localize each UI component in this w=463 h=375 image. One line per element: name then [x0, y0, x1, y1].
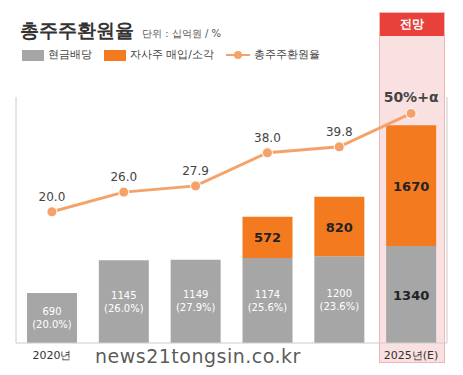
html-text:news21tongsin.co.kr: news21tongsin.co.kr — [95, 345, 301, 367]
html-text:전망: 전망 — [400, 17, 425, 31]
svg-text:50%+α: 50%+α — [384, 89, 439, 105]
svg-text:2025년(E): 2025년(E) — [384, 349, 439, 362]
svg-text:1145(26.0%): 1145(26.0%) — [104, 290, 144, 314]
svg-text:1149(27.9%): 1149(27.9%) — [176, 289, 216, 313]
svg-text:27.9: 27.9 — [182, 164, 209, 178]
svg-text:20.0: 20.0 — [39, 190, 66, 204]
svg-text:2020년: 2020년 — [32, 349, 71, 362]
html-text:현금배당: 현금배당 — [48, 48, 92, 60]
svg-text:1200(23.6%): 1200(23.6%) — [320, 288, 360, 312]
svg-text:1174(25.6%): 1174(25.6%) — [248, 289, 288, 313]
html-text:총주주환원율: 총주주환원율 — [20, 19, 134, 41]
svg-text:39.8: 39.8 — [326, 125, 353, 139]
svg-text:38.0: 38.0 — [254, 131, 281, 145]
svg-text:572: 572 — [254, 230, 281, 245]
svg-text:820: 820 — [326, 220, 353, 235]
html-text:총주주환원율: 총주주환원율 — [253, 48, 320, 60]
svg-text:1340: 1340 — [393, 288, 429, 303]
html-text:자사주 매입/소각: 자사주 매입/소각 — [130, 48, 214, 60]
svg-text:26.0: 26.0 — [110, 170, 137, 184]
svg-text:1670: 1670 — [393, 179, 429, 194]
svg-text:690(20.0%): 690(20.0%) — [32, 306, 72, 330]
html-text:단위 : 십억원 / %: 단위 : 십억원 / % — [142, 28, 221, 39]
